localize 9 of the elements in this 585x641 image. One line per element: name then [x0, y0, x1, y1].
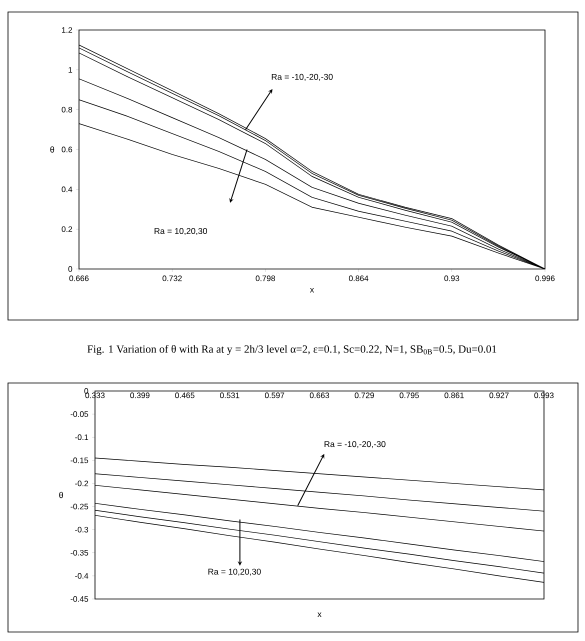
annotation: Ra = -10,-20,-30: [324, 441, 386, 448]
annotation: Ra = -10,-20,-30: [272, 74, 333, 81]
x-axis-title: x: [317, 612, 322, 617]
x-axis-title: x: [310, 288, 314, 292]
y-axis-title: θ: [59, 492, 64, 498]
y-axis-title: θ: [50, 146, 54, 153]
caption: Fig. 1 Variation of θ with Ra at y = 2h/3 level α=2, ε=0.1, Sc=0.22, N=1, SB$_{0B}$=0.5, Du=0.01: [87, 344, 496, 356]
annotation: Ra = 10,20,30: [154, 228, 208, 236]
annotation: Ra = 10,20,30: [208, 568, 261, 576]
